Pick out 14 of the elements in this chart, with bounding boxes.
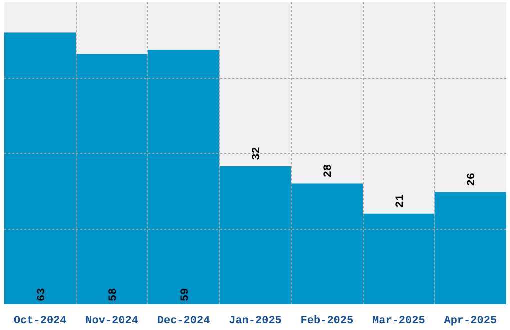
data-label: 58: [108, 288, 120, 302]
data-label: 28: [323, 164, 336, 178]
x-tick-label: Mar-2025: [372, 316, 426, 328]
data-label: 63: [36, 288, 48, 302]
data-label: 59: [180, 288, 192, 302]
x-tick-label: Dec-2024: [157, 316, 211, 328]
x-tick-label: Feb-2025: [300, 316, 354, 328]
data-label: 26: [466, 173, 479, 186]
x-tick-label: Jan-2025: [229, 316, 282, 328]
x-tick-label: Oct-2024: [14, 316, 68, 328]
data-label: 32: [252, 147, 264, 160]
x-tick-label: Nov-2024: [86, 316, 139, 328]
data-label: 21: [394, 194, 407, 208]
x-tick-label: Apr-2025: [444, 316, 498, 328]
